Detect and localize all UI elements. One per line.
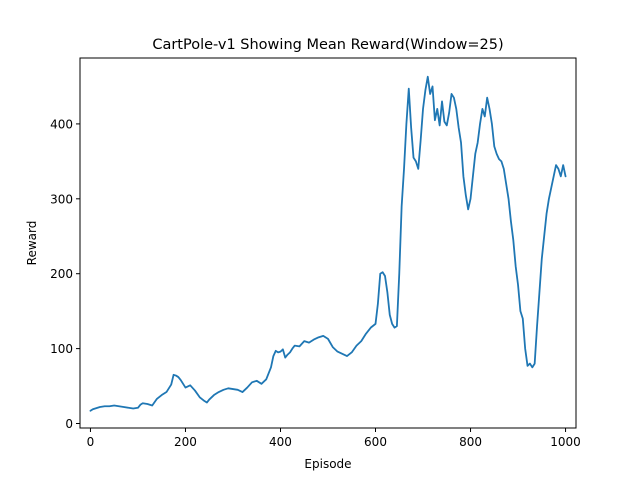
y-tick-label: 0 (65, 417, 73, 431)
chart-title: CartPole-v1 Showing Mean Reward(Window=2… (152, 37, 503, 53)
y-axis: 0 100 200 300 400 (50, 117, 80, 431)
x-tick-label: 1000 (550, 435, 581, 449)
x-axis: 0 200 400 600 800 1000 (87, 428, 581, 449)
x-axis-label: Episode (304, 457, 351, 471)
y-tick-label: 200 (50, 267, 73, 281)
plot-frame (79, 57, 577, 429)
x-tick-label: 0 (87, 435, 95, 449)
x-tick-label: 600 (364, 435, 387, 449)
plot-area (89, 75, 567, 412)
y-axis-label: Reward (25, 221, 39, 266)
x-tick-label: 200 (174, 435, 197, 449)
series-line (89, 75, 567, 412)
x-tick-label: 800 (459, 435, 482, 449)
y-tick-label: 100 (50, 342, 73, 356)
y-tick-label: 300 (50, 192, 73, 206)
x-tick-label: 400 (269, 435, 292, 449)
y-tick-label: 400 (50, 117, 73, 131)
